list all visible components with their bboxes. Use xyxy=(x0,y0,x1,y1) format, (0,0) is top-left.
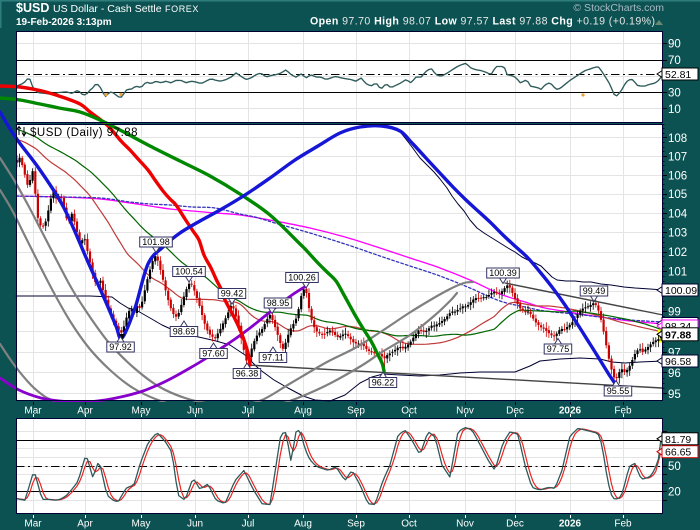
svg-text:Open 97.70 High 98.07 Low 97.5: Open 97.70 High 98.07 Low 97.57 Last 97.… xyxy=(310,16,655,28)
svg-text:101.98: 101.98 xyxy=(142,237,170,247)
svg-text:30: 30 xyxy=(668,88,681,100)
svg-text:Mar: Mar xyxy=(24,519,42,530)
svg-text:10: 10 xyxy=(668,104,681,116)
svg-text:20: 20 xyxy=(668,487,681,499)
svg-text:96.22: 96.22 xyxy=(372,378,395,388)
svg-text:Jul: Jul xyxy=(242,406,255,417)
svg-text:Jun: Jun xyxy=(187,406,203,417)
svg-text:Sep: Sep xyxy=(347,406,365,417)
svg-text:Jun: Jun xyxy=(187,519,203,530)
svg-text:© StockCharts.com: © StockCharts.com xyxy=(573,2,664,14)
svg-text:100.09: 100.09 xyxy=(665,285,697,297)
svg-text:Apr: Apr xyxy=(77,406,93,417)
svg-text:2026: 2026 xyxy=(559,406,582,417)
svg-text:98.69: 98.69 xyxy=(173,327,196,337)
svg-text:95.55: 95.55 xyxy=(607,386,630,396)
svg-text:98.95: 98.95 xyxy=(267,298,290,308)
svg-text:Jul: Jul xyxy=(242,519,255,530)
svg-text:May: May xyxy=(132,519,151,530)
svg-text:81.79: 81.79 xyxy=(665,434,691,446)
svg-text:96.38: 96.38 xyxy=(236,369,259,379)
svg-text:103: 103 xyxy=(668,228,687,240)
svg-text:95: 95 xyxy=(668,389,681,401)
svg-text:Oct: Oct xyxy=(401,519,417,530)
svg-text:50: 50 xyxy=(668,461,681,473)
svg-text:99.49: 99.49 xyxy=(583,286,606,296)
svg-text:May: May xyxy=(132,406,151,417)
svg-text:66.65: 66.65 xyxy=(665,447,691,459)
svg-text:Oct: Oct xyxy=(401,406,417,417)
svg-text:96: 96 xyxy=(668,368,681,380)
svg-text:90: 90 xyxy=(668,39,681,51)
svg-text:Dec: Dec xyxy=(506,519,524,530)
svg-text:52.81: 52.81 xyxy=(665,69,691,81)
svg-text:2026: 2026 xyxy=(559,519,582,530)
svg-text:Nov: Nov xyxy=(456,519,474,530)
svg-text:107: 107 xyxy=(668,152,687,164)
svg-text:Nov: Nov xyxy=(456,406,474,417)
svg-text:99: 99 xyxy=(668,307,681,319)
svg-text:Aug: Aug xyxy=(294,406,312,417)
svg-text:$USD: $USD xyxy=(16,1,49,15)
svg-text:Feb: Feb xyxy=(614,406,632,417)
svg-text:104: 104 xyxy=(668,208,688,220)
svg-text:97.92: 97.92 xyxy=(109,342,132,352)
svg-text:102: 102 xyxy=(668,247,687,259)
svg-text:97.60: 97.60 xyxy=(202,349,225,359)
svg-text:97.75: 97.75 xyxy=(547,344,570,354)
svg-text:Apr: Apr xyxy=(77,519,93,530)
svg-text:97.11: 97.11 xyxy=(262,353,284,363)
svg-text:FOREX: FOREX xyxy=(165,4,199,14)
svg-text:19-Feb-2026 3:13pm: 19-Feb-2026 3:13pm xyxy=(16,17,112,28)
svg-text:Mar: Mar xyxy=(24,406,42,417)
svg-text:100.39: 100.39 xyxy=(489,268,517,278)
svg-text:Aug: Aug xyxy=(294,519,312,530)
svg-text:US Dollar - Cash Settle: US Dollar - Cash Settle xyxy=(53,3,162,15)
svg-text:97.88: 97.88 xyxy=(665,329,691,341)
svg-text:108: 108 xyxy=(668,133,687,145)
svg-text:101: 101 xyxy=(668,267,687,279)
svg-text:$USD (Daily) 97.88: $USD (Daily) 97.88 xyxy=(30,127,138,139)
svg-text:105: 105 xyxy=(668,189,687,201)
svg-text:Dec: Dec xyxy=(506,406,524,417)
svg-text:70: 70 xyxy=(668,55,681,67)
svg-text:Sep: Sep xyxy=(347,519,365,530)
svg-text:99.42: 99.42 xyxy=(221,289,244,299)
svg-text:100.54: 100.54 xyxy=(175,267,203,277)
svg-text:106: 106 xyxy=(668,170,687,182)
svg-text:100.26: 100.26 xyxy=(288,273,316,283)
svg-text:Feb: Feb xyxy=(614,519,632,530)
svg-text:96.58: 96.58 xyxy=(665,356,691,368)
